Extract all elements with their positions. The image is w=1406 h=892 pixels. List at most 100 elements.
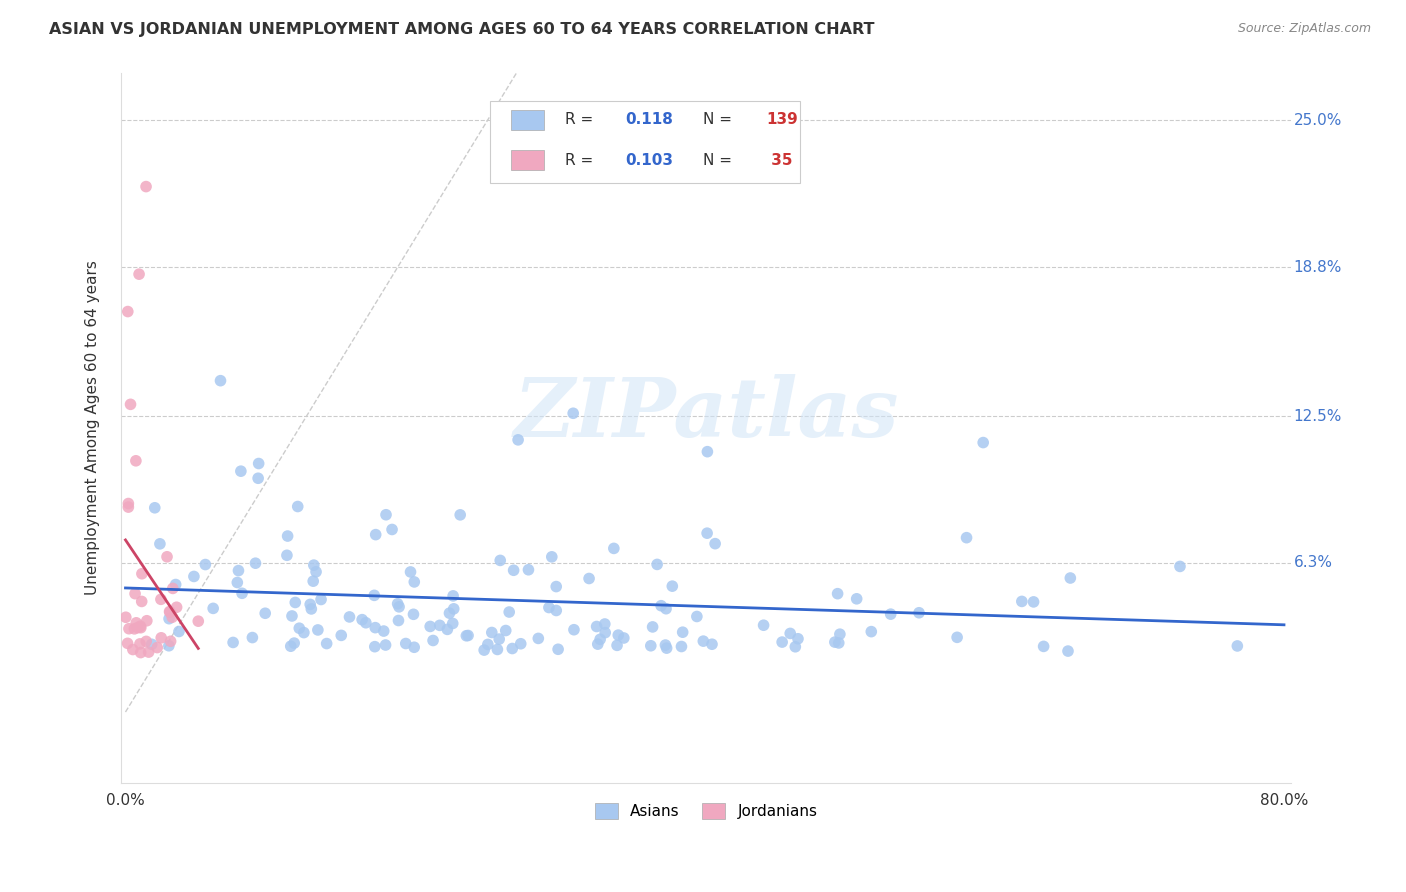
Point xyxy=(283,636,305,650)
Point xyxy=(946,630,969,644)
Point xyxy=(613,631,636,645)
Point xyxy=(537,600,560,615)
Point xyxy=(138,645,160,659)
Point xyxy=(183,569,205,583)
Point xyxy=(489,553,512,567)
Point xyxy=(1022,595,1045,609)
Point xyxy=(299,602,322,616)
Point xyxy=(828,627,851,641)
Point xyxy=(276,549,298,563)
Point xyxy=(546,603,568,617)
Text: R =: R = xyxy=(565,153,598,168)
Point xyxy=(226,575,249,590)
Point xyxy=(655,641,678,656)
Point xyxy=(364,527,387,541)
Point xyxy=(827,587,849,601)
Point xyxy=(692,634,714,648)
Text: 18.8%: 18.8% xyxy=(1294,260,1341,275)
Point xyxy=(129,621,152,635)
Point xyxy=(486,642,509,657)
Point xyxy=(131,566,153,581)
Point xyxy=(547,642,569,657)
Point xyxy=(166,600,188,615)
Point xyxy=(509,637,531,651)
Point xyxy=(457,628,479,642)
Point xyxy=(228,564,250,578)
Point xyxy=(1168,559,1191,574)
Point xyxy=(860,624,883,639)
Point xyxy=(135,179,157,194)
Point xyxy=(302,558,325,573)
Point xyxy=(150,631,173,645)
Point xyxy=(374,638,396,652)
Point xyxy=(131,594,153,608)
Point xyxy=(114,610,136,624)
Point xyxy=(704,536,727,550)
Text: N =: N = xyxy=(703,153,737,168)
Point xyxy=(127,621,149,635)
Point xyxy=(247,457,270,471)
Point xyxy=(1059,571,1081,585)
Point xyxy=(146,640,169,655)
Point xyxy=(156,549,179,564)
Point xyxy=(779,626,801,640)
Point xyxy=(752,618,775,632)
Point xyxy=(307,623,329,637)
Text: 35: 35 xyxy=(766,153,793,168)
Point xyxy=(502,563,524,577)
Point xyxy=(245,556,267,570)
Point xyxy=(436,623,458,637)
Point xyxy=(284,595,307,609)
Point xyxy=(375,508,398,522)
Point xyxy=(456,629,478,643)
Point xyxy=(160,610,183,624)
Point xyxy=(828,636,851,650)
Point xyxy=(149,537,172,551)
Point xyxy=(404,574,426,589)
Point xyxy=(696,526,718,541)
Text: ASIAN VS JORDANIAN UNEMPLOYMENT AMONG AGES 60 TO 64 YEARS CORRELATION CHART: ASIAN VS JORDANIAN UNEMPLOYMENT AMONG AG… xyxy=(49,22,875,37)
Point xyxy=(364,621,387,635)
Point xyxy=(650,599,672,613)
Point xyxy=(247,471,270,485)
Point xyxy=(585,619,607,633)
Point xyxy=(443,602,465,616)
Point xyxy=(117,496,139,510)
Point xyxy=(121,642,143,657)
Text: 6.3%: 6.3% xyxy=(1294,556,1333,570)
Point xyxy=(449,508,471,522)
Point xyxy=(402,607,425,622)
Point xyxy=(352,613,374,627)
Point xyxy=(1057,644,1080,658)
Point xyxy=(404,640,426,655)
Point xyxy=(972,435,994,450)
Point xyxy=(645,558,668,572)
Point xyxy=(640,639,662,653)
Point xyxy=(209,374,232,388)
Point xyxy=(117,636,139,650)
Point xyxy=(299,598,322,612)
Point xyxy=(506,433,529,447)
Point xyxy=(277,529,299,543)
Point xyxy=(589,632,612,647)
Point xyxy=(399,565,422,579)
Point xyxy=(641,620,664,634)
Point xyxy=(292,625,315,640)
Point xyxy=(117,500,139,515)
Point xyxy=(593,617,616,632)
Text: Source: ZipAtlas.com: Source: ZipAtlas.com xyxy=(1237,22,1371,36)
Point xyxy=(540,549,562,564)
Point xyxy=(578,572,600,586)
Point xyxy=(143,500,166,515)
Point xyxy=(696,444,718,458)
Point xyxy=(157,612,180,626)
Point xyxy=(672,625,695,640)
Point xyxy=(824,635,846,649)
Point xyxy=(129,637,152,651)
FancyBboxPatch shape xyxy=(510,110,544,129)
Point xyxy=(606,638,628,652)
Point xyxy=(387,614,409,628)
Point xyxy=(495,624,517,638)
Point xyxy=(128,267,150,281)
Point xyxy=(120,397,142,411)
